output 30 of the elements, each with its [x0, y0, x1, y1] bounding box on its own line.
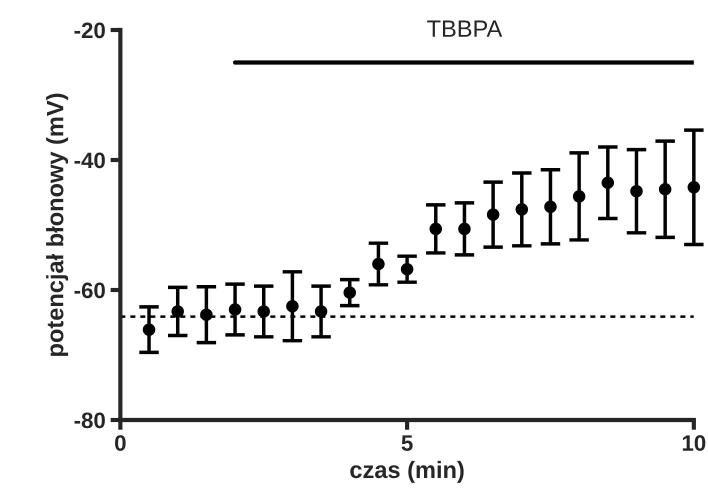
- point: [171, 305, 184, 318]
- point: [400, 262, 414, 276]
- point: [344, 286, 356, 299]
- point: [372, 258, 385, 270]
- x-tick-label: 0: [115, 435, 126, 451]
- point: [630, 184, 643, 198]
- y-tick-label: -40: [74, 152, 105, 168]
- point: [142, 323, 156, 336]
- point: [286, 300, 299, 312]
- x-axis-title: czas (min): [350, 460, 464, 483]
- point: [228, 303, 242, 316]
- point: [458, 222, 471, 236]
- y-tick-label: -20: [74, 22, 105, 38]
- point: [602, 176, 614, 189]
- point: [572, 190, 586, 203]
- point: [486, 208, 500, 221]
- point: [257, 305, 270, 318]
- y-axis-title: potencjał błonowy (mV): [46, 94, 68, 356]
- point: [688, 181, 700, 194]
- y-tick-label: -80: [74, 412, 105, 428]
- x-tick-label: 10: [682, 435, 706, 451]
- point: [658, 183, 672, 196]
- point: [544, 200, 557, 214]
- point: [200, 308, 213, 321]
- point: [430, 222, 442, 236]
- point: [516, 203, 528, 216]
- annotation: TBBPA: [427, 20, 502, 37]
- x-tick-label: 5: [402, 435, 413, 451]
- y-tick-label: -60: [74, 282, 105, 298]
- point: [314, 305, 328, 318]
